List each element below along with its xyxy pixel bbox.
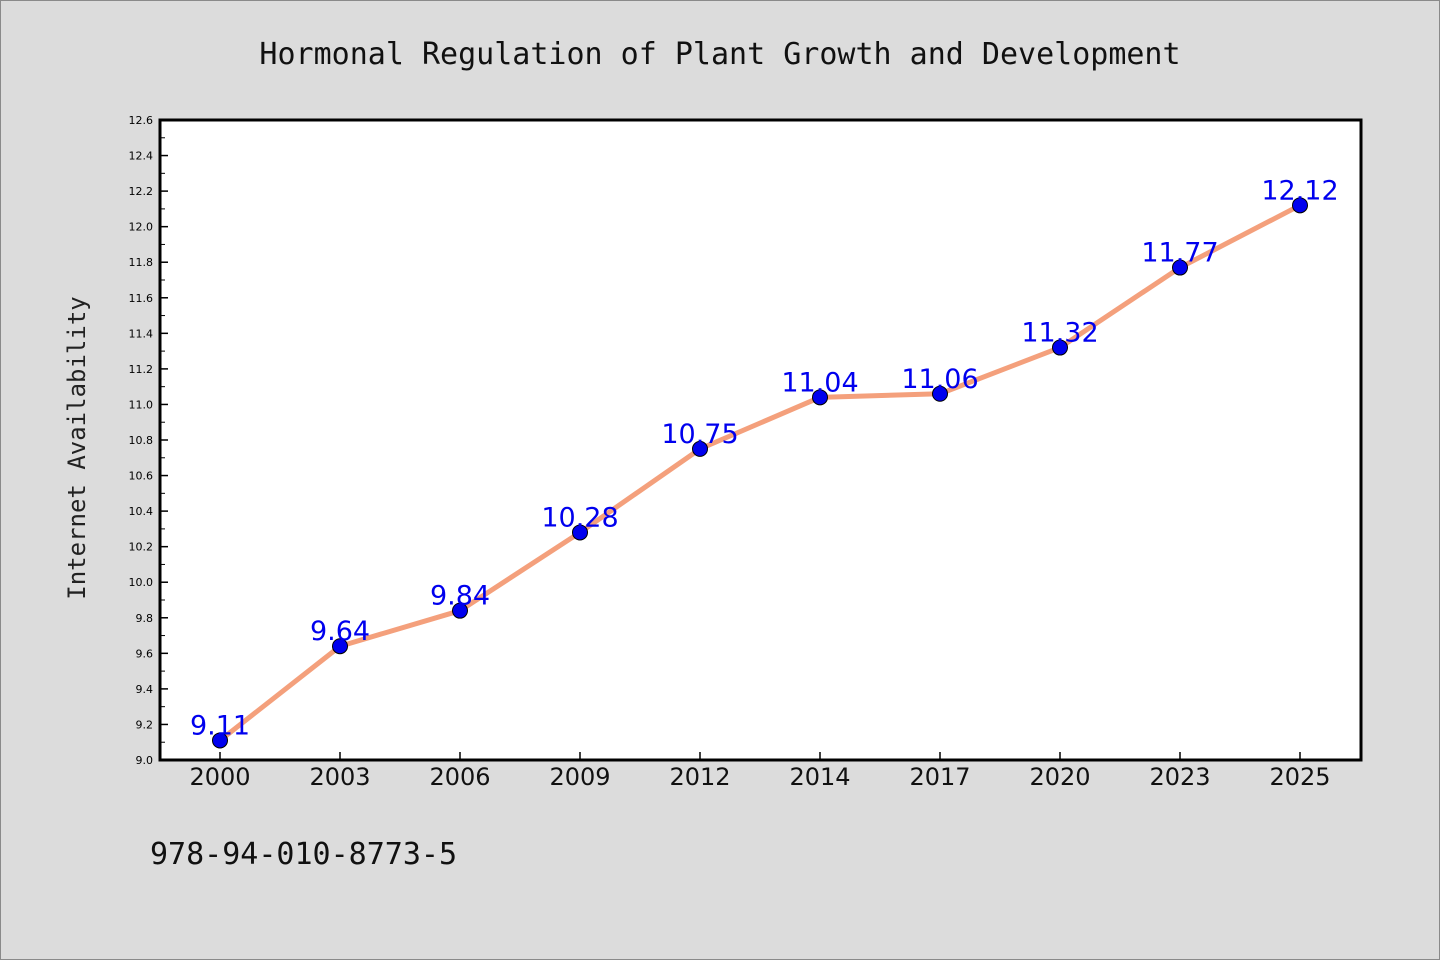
data-point	[812, 389, 828, 406]
x-tick-label: 2014	[789, 763, 850, 791]
data-label: 12.12	[1261, 175, 1338, 206]
data-point	[692, 440, 708, 457]
data-labels: 9.11 9.64 9.84 10.28 10.75 11.04 11.06 11.32 11.…	[190, 175, 1339, 741]
y-tick-label: 11.0	[129, 398, 154, 411]
data-label: 10.75	[661, 419, 738, 450]
data-label: 11.32	[1021, 318, 1098, 349]
y-tick-label: 10.6	[129, 470, 154, 483]
x-tick-label: 2009	[549, 763, 610, 791]
data-point	[452, 602, 468, 619]
data-point	[212, 732, 228, 749]
x-tick-label: 2025	[1269, 763, 1330, 791]
isbn-text: 978-94-010-8773-5	[150, 837, 457, 872]
data-label: 9.64	[310, 616, 370, 647]
y-tick-label: 10.4	[129, 505, 154, 518]
data-point	[1292, 197, 1308, 214]
y-tick-label: 9.4	[136, 683, 154, 696]
chart-title: Hormonal Regulation of Plant Growth and …	[259, 37, 1180, 72]
data-label: 9.84	[430, 581, 490, 612]
x-tick-label: 2020	[1029, 763, 1090, 791]
x-tick-label: 2003	[309, 763, 370, 791]
series-line-group	[217, 202, 1303, 743]
y-tick-label: 11.4	[129, 327, 154, 340]
data-point	[932, 385, 948, 402]
data-point	[572, 524, 588, 541]
y-tick-label: 9.2	[136, 718, 154, 731]
x-tick-label: 2000	[189, 763, 250, 791]
data-point	[332, 638, 348, 655]
data-point	[1172, 259, 1188, 276]
y-tick-label: 12.4	[129, 150, 154, 163]
x-axis: 2000 2003 2006 2009 2012 2014 2017 2020 2023 2025	[189, 752, 1331, 791]
x-tick-label: 2006	[429, 763, 490, 791]
y-tick-label: 9.0	[136, 754, 154, 767]
y-tick-label: 12.2	[129, 185, 154, 198]
y-tick-label: 12.0	[129, 221, 154, 234]
y-axis: 9.0 9.2 9.4 9.6 9.8 10.0 10.2 10.4 10.6 10.8 11.0 1…	[129, 114, 168, 767]
data-label: 11.06	[901, 364, 978, 395]
series-markers	[212, 197, 1308, 749]
data-label: 11.04	[781, 367, 858, 398]
x-tick-label: 2012	[669, 763, 730, 791]
y-tick-label: 12.6	[129, 114, 154, 127]
y-tick-label: 11.8	[129, 256, 154, 269]
data-point	[1052, 339, 1068, 356]
data-label: 10.28	[541, 502, 618, 533]
y-tick-label: 9.8	[136, 612, 154, 625]
data-label: 11.77	[1141, 238, 1218, 269]
y-tick-label: 10.0	[129, 576, 154, 589]
plot-area	[158, 118, 1363, 762]
x-tick-label: 2017	[909, 763, 970, 791]
y-tick-label: 10.2	[129, 541, 154, 554]
data-label: 9.11	[190, 710, 250, 741]
y-tick-label: 11.6	[129, 292, 154, 305]
y-tick-label: 11.2	[129, 363, 154, 376]
x-tick-label: 2023	[1149, 763, 1210, 791]
y-tick-label: 10.8	[129, 434, 154, 447]
y-axis-label: Internet Availability	[63, 296, 91, 599]
series-line	[217, 202, 1303, 743]
y-tick-label: 9.6	[136, 647, 154, 660]
